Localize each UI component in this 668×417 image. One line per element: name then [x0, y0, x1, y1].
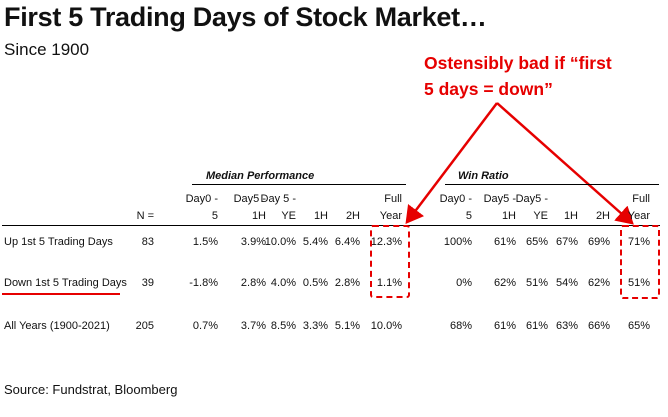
median-col2-header-bottom: 1H — [251, 210, 266, 222]
down-row-highlight-underline — [2, 293, 120, 295]
median-1h: 0.5% — [302, 277, 328, 289]
arrow-to-median-full-year — [405, 102, 498, 224]
win-col6-header-bottom: Year — [627, 210, 650, 222]
callout-annotation: Ostensibly bad if “first 5 days = down” — [424, 50, 639, 102]
win-col3-header-top: Day5 - — [515, 193, 548, 205]
win-col2-header-top: Day5 - — [483, 193, 516, 205]
page-title: First 5 Trading Days of Stock Market… — [4, 2, 487, 32]
win-col1-header-bottom: 5 — [465, 210, 472, 222]
win-col4-header-bottom: 1H — [563, 210, 578, 222]
row-n: 205 — [135, 320, 154, 332]
median-1h: 5.4% — [302, 236, 328, 248]
median-col3-header-top: Day 5 - — [260, 193, 296, 205]
median-col4-header-bottom: 1H — [313, 210, 328, 222]
n-header: N = — [136, 210, 154, 222]
win-full-year: 65% — [627, 320, 650, 332]
table-header-rule — [2, 225, 660, 226]
median-col6-header-bottom: Year — [379, 210, 402, 222]
win-header-rule — [445, 184, 659, 185]
median-day5-1h: 2.8% — [240, 277, 266, 289]
median-2h: 2.8% — [334, 277, 360, 289]
row-n: 39 — [141, 277, 154, 289]
median-2h: 5.1% — [334, 320, 360, 332]
win-day0-5: 100% — [443, 236, 472, 248]
median-col1-header-bottom: 5 — [211, 210, 218, 222]
median-day5-ye: 10.0% — [264, 236, 296, 248]
win-day5-ye: 65% — [525, 236, 548, 248]
win-day0-5: 68% — [449, 320, 472, 332]
callout-line-1: Ostensibly bad if “first — [424, 53, 612, 73]
row-label: Up 1st 5 Trading Days — [4, 236, 113, 248]
row-label: All Years (1900-2021) — [4, 320, 110, 332]
win-day5-1h: 61% — [493, 320, 516, 332]
median-col6-header-top: Full — [384, 193, 402, 205]
win-1h: 63% — [555, 320, 578, 332]
median-1h: 3.3% — [302, 320, 328, 332]
win-full-year: 71% — [627, 236, 650, 248]
win-day0-5: 0% — [456, 277, 472, 289]
win-full-year-highlight-box — [620, 225, 660, 299]
median-col3-header-bottom: YE — [281, 210, 296, 222]
win-col6-header-top: Full — [632, 193, 650, 205]
win-col2-header-bottom: 1H — [501, 210, 516, 222]
median-day0-5: 1.5% — [192, 236, 218, 248]
median-day0-5: -1.8% — [189, 277, 218, 289]
median-day5-1h: 3.7% — [240, 320, 266, 332]
median-col2-header-top: Day5 - — [233, 193, 266, 205]
win-day5-ye: 61% — [525, 320, 548, 332]
win-2h: 62% — [587, 277, 610, 289]
median-day5-ye: 4.0% — [270, 277, 296, 289]
source-note: Source: Fundstrat, Bloomberg — [4, 382, 178, 397]
median-full-year: 12.3% — [370, 236, 402, 248]
callout-line-2: 5 days = down” — [424, 79, 553, 99]
win-day5-ye: 51% — [525, 277, 548, 289]
win-day5-1h: 61% — [493, 236, 516, 248]
group-header-median: Median Performance — [206, 170, 315, 182]
win-col3-header-bottom: YE — [533, 210, 548, 222]
median-day0-5: 0.7% — [192, 320, 218, 332]
win-col5-header-bottom: 2H — [595, 210, 610, 222]
row-n: 83 — [141, 236, 154, 248]
arrow-to-win-full-year — [496, 102, 634, 225]
median-col5-header-bottom: 2H — [345, 210, 360, 222]
page-subtitle: Since 1900 — [4, 40, 90, 59]
win-2h: 66% — [587, 320, 610, 332]
row-label: Down 1st 5 Trading Days — [4, 277, 127, 289]
median-2h: 6.4% — [334, 236, 360, 248]
group-header-win-ratio: Win Ratio — [458, 170, 509, 182]
win-day5-1h: 62% — [493, 277, 516, 289]
win-2h: 69% — [587, 236, 610, 248]
median-header-rule — [192, 184, 406, 185]
win-1h: 54% — [555, 277, 578, 289]
median-col1-header-top: Day0 - — [185, 193, 218, 205]
median-day5-1h: 3.9% — [240, 236, 266, 248]
win-1h: 67% — [555, 236, 578, 248]
median-full-year: 10.0% — [370, 320, 402, 332]
win-full-year: 51% — [627, 277, 650, 289]
median-full-year: 1.1% — [376, 277, 402, 289]
win-col1-header-top: Day0 - — [439, 193, 472, 205]
median-full-year-highlight-box — [370, 225, 410, 298]
median-day5-ye: 8.5% — [270, 320, 296, 332]
